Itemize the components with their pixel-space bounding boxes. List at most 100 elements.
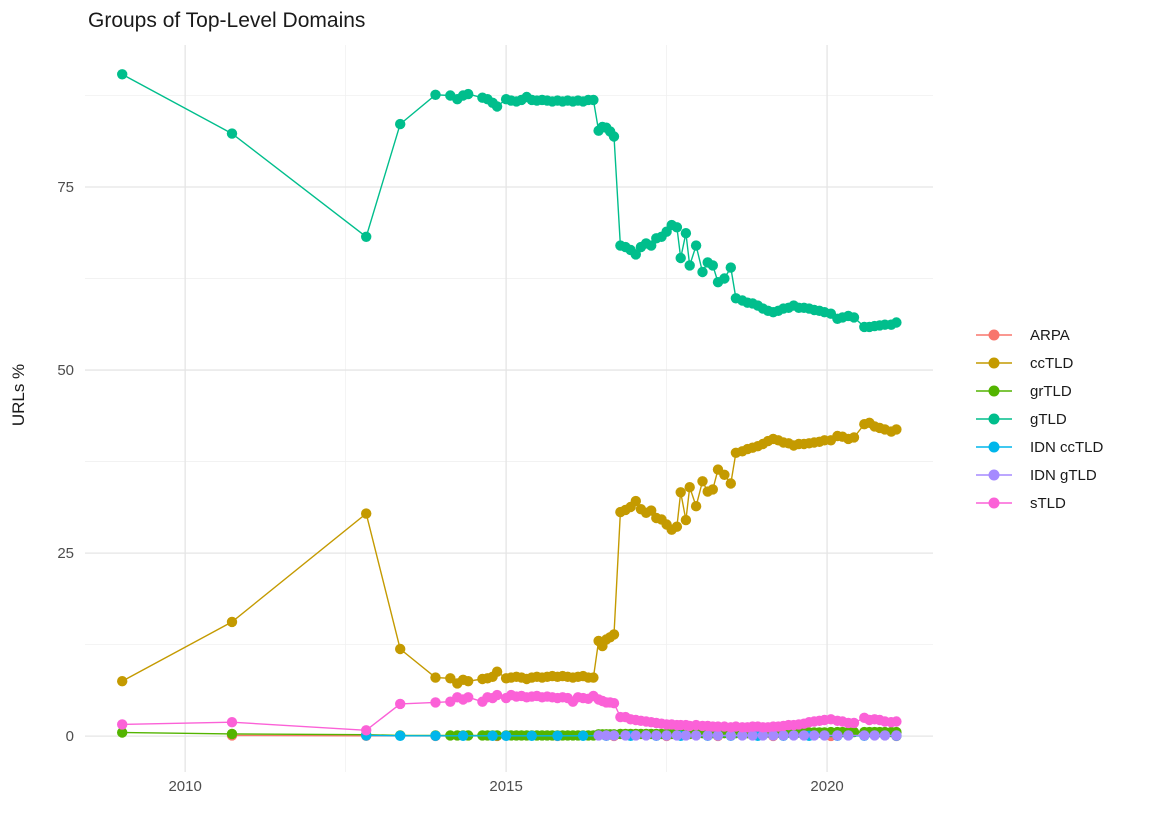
data-point <box>747 730 758 741</box>
data-point <box>843 730 854 741</box>
data-point <box>361 231 372 242</box>
data-point <box>430 730 441 741</box>
data-point <box>690 501 702 512</box>
data-point <box>395 730 406 741</box>
axis-tick-labels: 0 25 50 75 2010 2015 2020 <box>57 179 843 795</box>
data-point <box>680 514 692 526</box>
chart-title: Groups of Top-Level Domains <box>88 9 365 32</box>
x-tick-label: 2010 <box>168 778 201 795</box>
data-point <box>361 725 372 736</box>
data-point <box>463 676 474 687</box>
data-point <box>646 505 657 516</box>
data-point <box>526 730 537 741</box>
data-point <box>463 88 474 100</box>
data-point <box>680 228 692 239</box>
y-tick-label: 0 <box>66 728 74 745</box>
legend-item-idn-gtld: IDN gTLD <box>976 467 1097 484</box>
data-point <box>859 730 870 741</box>
data-series <box>117 69 902 742</box>
data-point <box>630 730 641 741</box>
data-point <box>697 476 708 487</box>
data-point <box>819 730 830 741</box>
legend-label: ccTLD <box>1030 355 1074 372</box>
legend-key-point <box>988 441 1000 453</box>
y-tick-label: 50 <box>57 362 74 379</box>
data-point <box>684 260 695 271</box>
legend-label: grTLD <box>1030 383 1072 400</box>
data-point <box>430 672 441 683</box>
series-idn-gtld <box>593 730 902 741</box>
data-point <box>593 730 604 741</box>
data-point <box>117 727 128 738</box>
legend-key-point <box>988 497 1000 509</box>
legend-key-point <box>988 385 1000 397</box>
data-point <box>891 317 902 328</box>
data-point <box>848 432 860 443</box>
y-tick-label: 25 <box>57 545 74 562</box>
data-point <box>697 266 708 278</box>
data-point <box>891 730 902 741</box>
data-point <box>226 616 238 628</box>
data-point <box>671 730 683 741</box>
legend-label: IDN ccTLD <box>1030 439 1104 456</box>
data-point <box>608 629 620 640</box>
legend-item-stld: sTLD <box>976 495 1066 512</box>
data-point <box>707 260 718 271</box>
data-point <box>690 730 702 741</box>
data-point <box>671 222 683 233</box>
data-point <box>737 730 748 741</box>
data-point <box>630 495 641 507</box>
y-tick-label: 75 <box>57 179 74 196</box>
data-point <box>588 94 599 106</box>
data-point <box>552 730 563 741</box>
data-point <box>690 240 702 251</box>
data-point <box>463 692 474 703</box>
data-point <box>651 730 662 741</box>
x-tick-label: 2020 <box>810 778 843 795</box>
legend-key-point <box>988 413 1000 425</box>
data-point <box>646 240 657 251</box>
data-point <box>491 666 503 677</box>
data-point <box>457 730 469 741</box>
data-point <box>680 730 692 741</box>
series-stld <box>117 689 902 736</box>
data-point <box>869 730 880 741</box>
data-point <box>395 118 406 130</box>
data-point <box>768 730 779 741</box>
data-point <box>798 730 810 741</box>
data-point <box>891 716 902 727</box>
data-point <box>719 273 730 284</box>
data-point <box>117 719 128 730</box>
data-point <box>675 252 686 264</box>
y-axis-title: URLs % <box>9 364 28 426</box>
data-point <box>848 717 860 729</box>
legend-label: sTLD <box>1030 495 1066 512</box>
data-point <box>712 730 724 741</box>
legend-label: ARPA <box>1030 327 1070 344</box>
legend: ARPA ccTLD grTLD gTLD IDN ccTLD IDN gTLD sTLD <box>976 327 1104 512</box>
data-point <box>588 672 599 683</box>
series-line-gtld <box>121 73 897 328</box>
data-point <box>788 730 799 741</box>
data-point <box>675 487 686 498</box>
data-point <box>620 730 631 741</box>
legend-label: gTLD <box>1030 411 1067 428</box>
legend-item-arpa: ARPA <box>976 327 1070 344</box>
data-point <box>608 730 620 741</box>
x-tick-label: 2015 <box>489 778 522 795</box>
data-point <box>684 482 695 493</box>
data-point <box>500 730 512 741</box>
data-point <box>226 128 238 139</box>
data-point <box>832 730 843 741</box>
data-point <box>577 730 589 741</box>
data-point <box>117 69 128 80</box>
data-point <box>778 730 789 741</box>
data-point <box>661 730 672 741</box>
data-point <box>671 521 683 532</box>
data-point <box>395 698 406 710</box>
data-point <box>395 643 406 655</box>
data-point <box>809 730 820 741</box>
data-point <box>608 698 620 709</box>
legend-item-gtld: gTLD <box>976 411 1067 428</box>
